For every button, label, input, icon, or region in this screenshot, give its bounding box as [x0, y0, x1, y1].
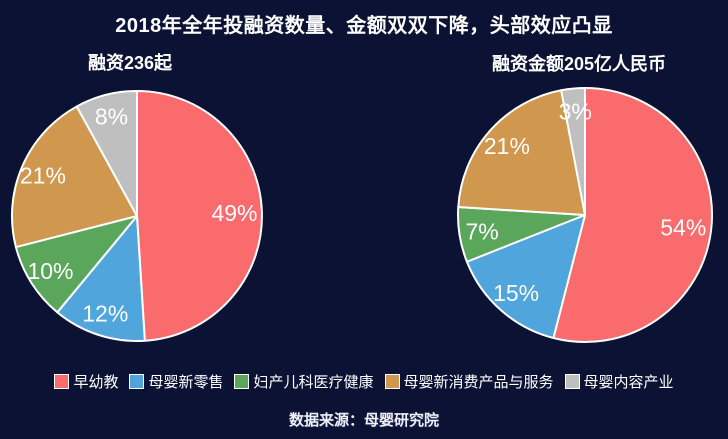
- legend: 早幼教 母婴新零售 妇产儿科医疗健康 母婴新消费产品与服务 母婴内容产业: [0, 371, 728, 392]
- legend-label: 早幼教: [73, 374, 119, 391]
- pie-slice-label: 49%: [211, 200, 257, 226]
- legend-label: 母婴内容产业: [583, 374, 674, 391]
- pie-slice: [75, 90, 138, 217]
- chart-title-funding-count: 融资236起: [88, 53, 173, 73]
- pie-slice: [552, 87, 713, 343]
- legend-label: 母婴新消费产品与服务: [403, 374, 554, 391]
- legend-item-new-retail: 母婴新零售: [129, 371, 223, 392]
- page-title: 2018年全年投融资数量、金额双双下降，头部效应凸显: [115, 15, 613, 37]
- pie-slice: [56, 215, 146, 342]
- legend-swatch-icon: [564, 374, 580, 389]
- pie-slice-label: 8%: [95, 104, 128, 130]
- chart-title-funding-amount: 融资金额205亿人民币: [492, 54, 667, 74]
- pie-slice: [465, 214, 586, 340]
- pie-slice: [560, 87, 586, 216]
- pie-slice-label: 21%: [20, 162, 66, 188]
- pie-slice-label: 54%: [660, 214, 706, 240]
- legend-swatch-icon: [384, 374, 400, 389]
- legend-label: 妇产儿科医疗健康: [253, 374, 374, 391]
- pie-slice-label: 15%: [493, 280, 539, 306]
- data-source: 数据来源：母婴研究院: [288, 412, 439, 429]
- pie-chart-funding-count: 49% 12% 10% 21% 8%: [11, 90, 263, 342]
- pie-chart-funding-amount: 54% 15% 7% 21% 3%: [457, 87, 713, 343]
- legend-swatch-icon: [234, 374, 250, 389]
- pie-slice: [11, 105, 138, 249]
- legend-swatch-icon: [54, 374, 70, 389]
- pie-slice-label: 12%: [82, 301, 128, 327]
- pie-slice: [136, 90, 263, 342]
- pie-slice-label: 7%: [465, 218, 498, 244]
- legend-swatch-icon: [129, 374, 145, 389]
- legend-label: 母婴新零售: [148, 374, 224, 391]
- pie-slice-label: 10%: [27, 258, 73, 284]
- legend-item-consumer-products: 母婴新消费产品与服务: [384, 371, 554, 392]
- legend-item-content-industry: 母婴内容产业: [564, 371, 674, 392]
- pie-slice-label: 3%: [559, 98, 592, 124]
- legend-item-early-education: 早幼教: [54, 371, 118, 392]
- pie-slice: [457, 89, 586, 216]
- legend-item-medical-health: 妇产儿科医疗健康: [234, 371, 374, 392]
- pie-slice-label: 21%: [484, 133, 530, 159]
